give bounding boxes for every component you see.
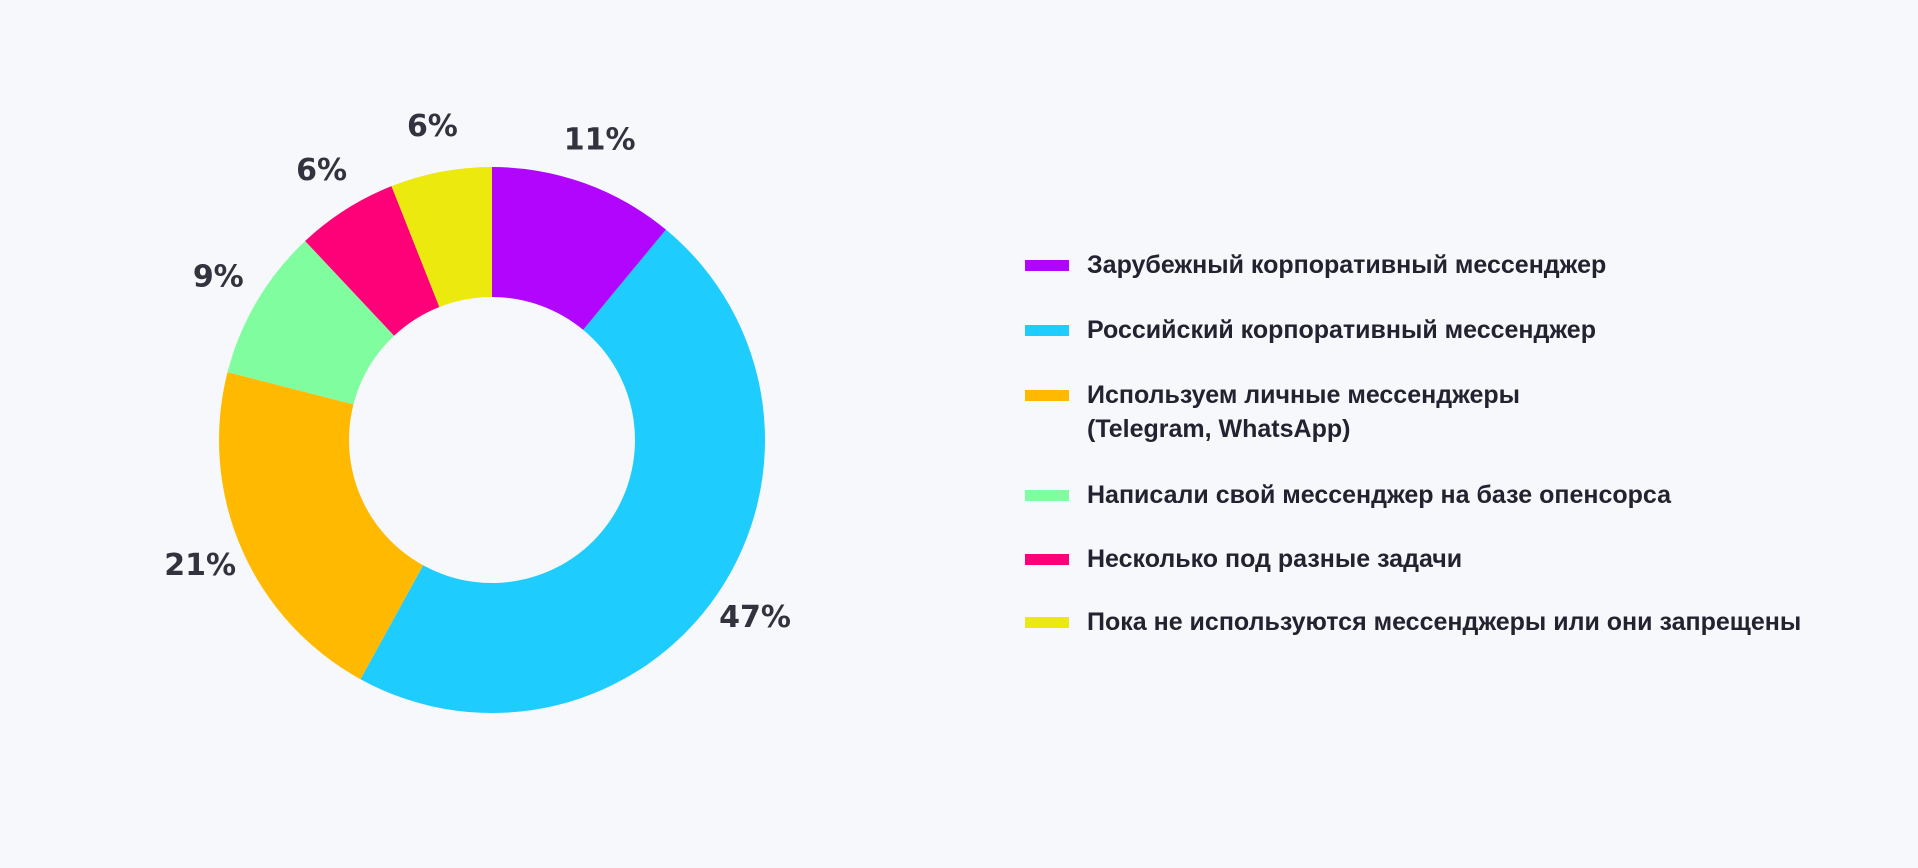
donut-slice	[305, 186, 440, 336]
legend-label: Российский корпоративный мессенджер	[1087, 316, 1596, 344]
legend-item: Несколько под разные задачи	[1025, 542, 1462, 576]
legend-swatch	[1025, 390, 1069, 401]
slice-value-label: 6%	[296, 153, 347, 188]
legend-label: Зарубежный корпоративный мессенджер	[1087, 251, 1607, 279]
legend-item: Используем личные мессенджеры (Telegram,…	[1025, 378, 1520, 446]
slice-value-label: 11%	[564, 122, 636, 157]
legend-item: Российский корпоративный мессенджер	[1025, 313, 1596, 347]
legend-swatch	[1025, 325, 1069, 336]
legend-label: Несколько под разные задачи	[1087, 545, 1463, 573]
slice-value-label: 6%	[407, 109, 458, 144]
legend-item: Зарубежный корпоративный мессенджер	[1025, 248, 1606, 282]
slice-value-label: 21%	[164, 548, 236, 583]
legend-label: Пока не используются мессенджеры или они…	[1087, 608, 1802, 636]
legend-swatch	[1025, 260, 1069, 271]
legend-swatch	[1025, 490, 1069, 501]
legend-item: Пока не используются мессенджеры или они…	[1025, 605, 1801, 639]
legend-label: Используем личные мессенджеры (Telegram,…	[1087, 381, 1520, 443]
legend-swatch	[1025, 617, 1069, 628]
legend-item: Написали свой мессенджер на базе опенсор…	[1025, 478, 1671, 512]
donut-slice	[227, 240, 395, 405]
donut-slice	[492, 167, 667, 330]
donut-slice	[391, 167, 492, 308]
slice-value-label: 9%	[193, 260, 244, 295]
slice-value-label: 47%	[719, 600, 791, 635]
donut-slice	[219, 372, 424, 680]
donut-slice	[360, 229, 765, 713]
legend-label: Написали свой мессенджер на базе опенсор…	[1087, 481, 1672, 509]
legend-swatch	[1025, 554, 1069, 565]
